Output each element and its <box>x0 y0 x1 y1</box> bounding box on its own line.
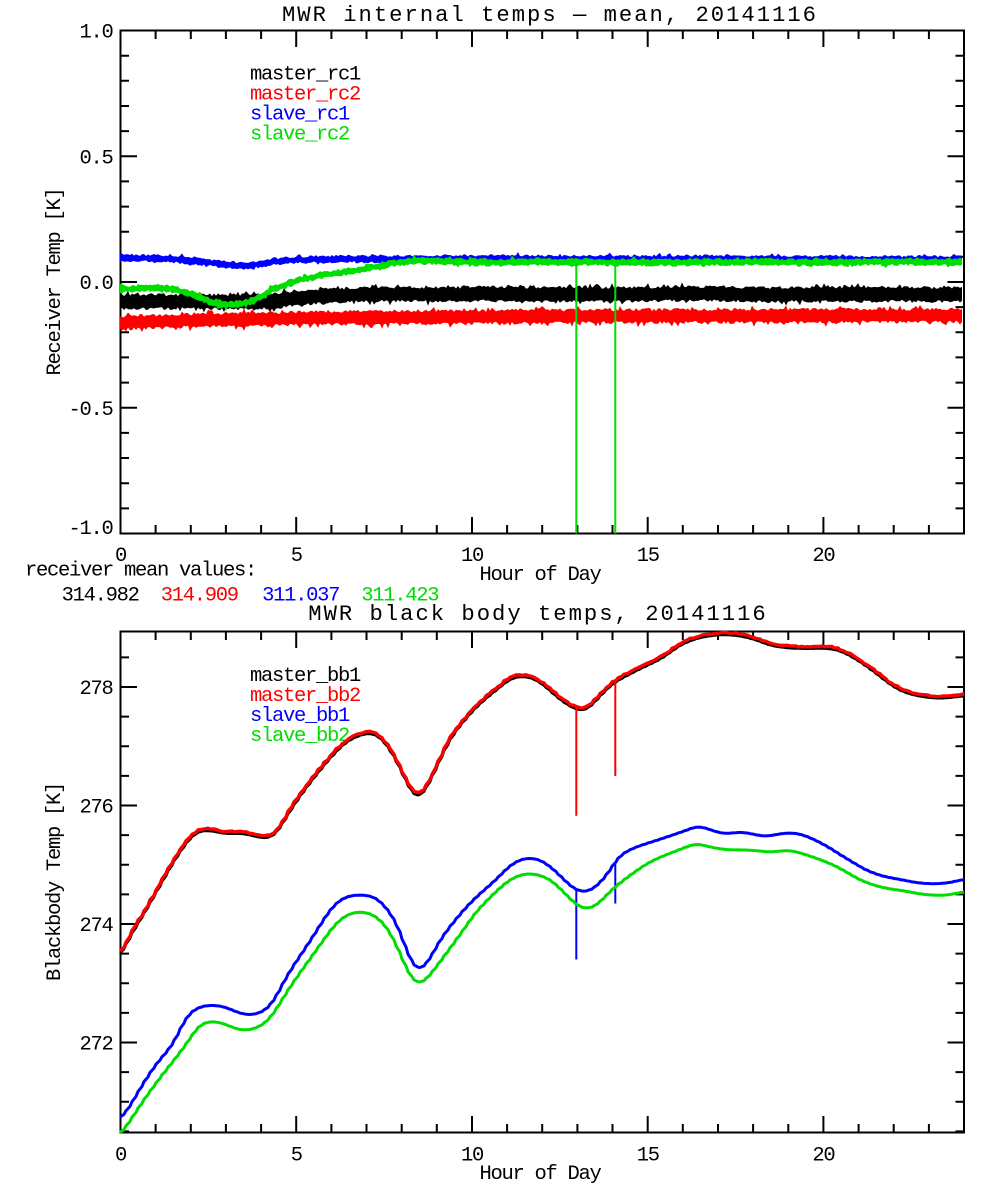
svg-text:slave_bb1: slave_bb1 <box>250 705 350 728</box>
svg-text:20: 20 <box>812 1145 835 1168</box>
svg-text:15: 15 <box>637 1145 659 1168</box>
svg-text:MWR internal temps — mean, 201: MWR internal temps — mean, 20141116 <box>282 3 818 28</box>
svg-text:1.0: 1.0 <box>79 22 113 45</box>
svg-text:slave_rc1: slave_rc1 <box>250 104 350 127</box>
svg-text:Blackbody Temp [K]: Blackbody Temp [K] <box>44 783 67 981</box>
svg-text:274: 274 <box>79 915 113 938</box>
svg-text:0.5: 0.5 <box>79 147 112 170</box>
svg-text:receiver mean values:: receiver mean values: <box>25 560 256 583</box>
svg-text:278: 278 <box>79 678 112 701</box>
svg-text:0: 0 <box>115 1145 127 1168</box>
svg-text:0.0: 0.0 <box>79 273 113 296</box>
svg-text:-0.5: -0.5 <box>68 399 112 422</box>
svg-text:master_rc2: master_rc2 <box>250 84 360 107</box>
svg-text:15: 15 <box>637 545 659 568</box>
svg-text:Receiver Temp [K]: Receiver Temp [K] <box>44 188 67 375</box>
svg-text:5: 5 <box>291 545 302 568</box>
svg-text:10: 10 <box>461 545 484 568</box>
svg-text:314.909: 314.909 <box>161 585 238 608</box>
svg-text:Hour of Day: Hour of Day <box>479 564 601 587</box>
svg-text:272: 272 <box>79 1034 112 1057</box>
svg-text:20: 20 <box>812 545 835 568</box>
svg-text:314.982: 314.982 <box>62 585 139 608</box>
svg-text:0: 0 <box>115 545 127 568</box>
svg-text:Hour of Day: Hour of Day <box>479 1163 601 1186</box>
svg-text:MWR black body temps, 20141116: MWR black body temps, 20141116 <box>308 602 767 627</box>
svg-text:master_bb1: master_bb1 <box>250 665 361 688</box>
svg-text:master_rc1: master_rc1 <box>250 64 361 87</box>
svg-text:5: 5 <box>291 1145 302 1168</box>
svg-text:-1.0: -1.0 <box>68 518 113 541</box>
svg-text:311.037: 311.037 <box>262 585 339 608</box>
svg-text:276: 276 <box>79 797 112 820</box>
svg-text:slave_bb2: slave_bb2 <box>250 725 349 748</box>
svg-text:311.423: 311.423 <box>361 585 438 608</box>
svg-text:10: 10 <box>461 1145 484 1168</box>
svg-text:master_bb2: master_bb2 <box>250 685 360 708</box>
svg-text:slave_rc2: slave_rc2 <box>250 124 349 147</box>
